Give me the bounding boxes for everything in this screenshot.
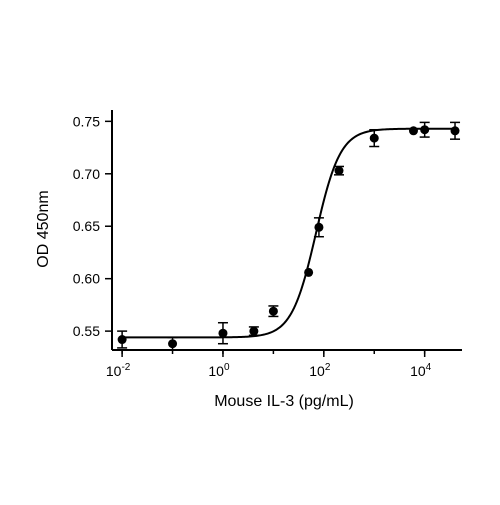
x-tick-label: 10-2 xyxy=(106,362,131,379)
x-tick-exponent: 2 xyxy=(325,362,331,373)
data-point xyxy=(304,267,314,277)
x-tick-exponent: -2 xyxy=(121,362,130,373)
x-tick-exponent: 4 xyxy=(426,362,432,373)
data-point xyxy=(369,133,379,143)
x-tick-exponent: 0 xyxy=(224,362,230,373)
data-point xyxy=(314,222,324,232)
x-tick-label: 100 xyxy=(208,362,230,379)
y-tick-label: 0.75 xyxy=(73,113,100,129)
fit-curve xyxy=(122,127,456,339)
data-point xyxy=(408,126,418,136)
x-tick-label: 104 xyxy=(410,362,432,379)
data-point xyxy=(334,166,344,176)
y-tick-label: 0.70 xyxy=(73,166,100,182)
data-point xyxy=(450,126,460,136)
data-point xyxy=(168,339,178,349)
y-tick-label: 0.65 xyxy=(73,218,100,234)
data-point xyxy=(268,306,278,316)
data-point xyxy=(420,125,430,135)
data-points xyxy=(117,121,461,351)
data-point xyxy=(218,328,228,338)
fit-curve-group xyxy=(122,127,456,339)
axes: 0.55 0.60 0.65 0.70 0.75 10-2 100 102 104 xyxy=(73,110,462,379)
y-axis-title: OD 450nm xyxy=(35,190,52,267)
y-tick-label: 0.60 xyxy=(73,271,100,287)
data-point xyxy=(249,326,259,336)
x-axis-title: Mouse IL-3 (pg/mL) xyxy=(214,393,354,410)
x-tick-label: 102 xyxy=(309,362,331,379)
data-point xyxy=(117,335,127,345)
y-tick-label: 0.55 xyxy=(73,323,100,339)
